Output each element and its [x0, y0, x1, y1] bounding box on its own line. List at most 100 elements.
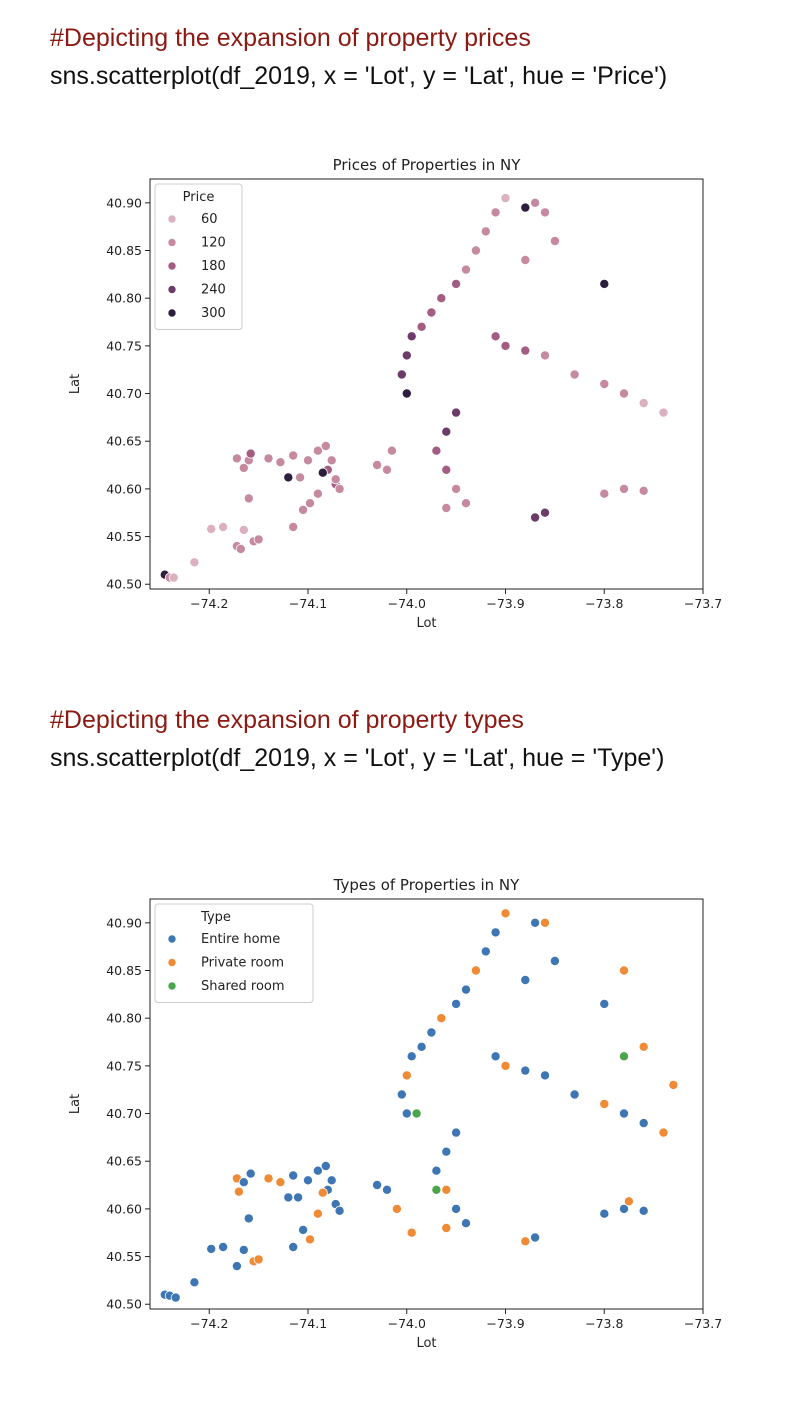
chart-1-point — [231, 453, 242, 464]
chart-2-ytick-label: 40.65 — [106, 1154, 142, 1169]
chart-2-xtick-label: −74.0 — [388, 1316, 426, 1331]
chart-2-point — [619, 1203, 630, 1214]
chart-2-point — [451, 1127, 462, 1138]
chart-1-legend-label: 240 — [201, 283, 226, 298]
chart-2-point — [460, 984, 471, 995]
chart-2-xtick-label: −74.1 — [289, 1316, 327, 1331]
chart-1-xtick-label: −74.0 — [388, 596, 426, 611]
chart-1-point — [530, 197, 541, 208]
chart-2-point — [320, 1160, 331, 1171]
chart-1-point — [401, 388, 412, 399]
chart-1-legend-marker — [167, 285, 177, 294]
chart-2-xtick-label: −73.8 — [585, 1316, 623, 1331]
chart-2-legend-box — [154, 903, 314, 1003]
chart-2-point — [436, 1013, 447, 1024]
chart-2-point — [401, 1108, 412, 1119]
chart-1-point — [302, 455, 313, 466]
chart-1-ytick-label: 40.75 — [106, 338, 142, 353]
chart-1-title: Prices of Properties in NY — [333, 156, 522, 174]
chart-1-point — [520, 202, 531, 213]
chart-2-point — [569, 1089, 580, 1100]
chart-1-point — [599, 278, 610, 289]
prices-scatter-chart: Prices of Properties in NY −74.2 −74.1 −74.… — [68, 156, 722, 631]
chart-2-point — [638, 1118, 649, 1129]
chart-1-point — [500, 340, 511, 351]
chart-2-point — [326, 1175, 337, 1186]
chart-2-point — [231, 1261, 242, 1272]
chart-2-point — [304, 1234, 315, 1245]
chart-2-point — [411, 1108, 422, 1119]
cell-2-code: sns.scatterplot(df_2019, x = 'Lot', y = … — [50, 744, 665, 772]
chart-2-point — [619, 965, 630, 976]
chart-1-ytick-label: 40.80 — [106, 291, 142, 306]
chart-1-point — [283, 472, 294, 483]
chart-2-point — [233, 1186, 244, 1197]
chart-1-point — [263, 453, 274, 464]
chart-1-point — [312, 445, 323, 456]
chart-2-point — [619, 1108, 630, 1119]
chart-2-point — [549, 956, 560, 967]
chart-1-point — [330, 474, 341, 485]
chart-2-ytick-label: 40.50 — [106, 1297, 142, 1312]
chart-1-point — [396, 369, 407, 380]
chart-2-point — [599, 998, 610, 1009]
chart-2-ytick-label: 40.75 — [106, 1058, 142, 1073]
chart-1-point — [500, 193, 511, 204]
chart-2-point — [520, 1065, 531, 1076]
chart-1-point — [312, 488, 323, 499]
chart-2-point — [480, 946, 491, 957]
chart-2-legend-label: Shared room — [201, 979, 285, 994]
chart-1-legend-box — [154, 183, 243, 330]
chart-1-point — [441, 464, 452, 475]
chart-2-point — [406, 1227, 417, 1238]
chart-1-point — [406, 331, 417, 342]
chart-1-point — [490, 331, 501, 342]
chart-2-legend-label: Private room — [201, 956, 284, 971]
chart-1-point — [426, 307, 437, 318]
chart-2-point — [416, 1041, 427, 1052]
chart-1-point — [451, 483, 462, 494]
chart-2-point — [638, 1205, 649, 1216]
chart-2-xtick-label: −73.9 — [486, 1316, 524, 1331]
chart-2-frame — [149, 898, 704, 1310]
chart-1-point — [619, 483, 630, 494]
chart-1-legend-label: 120 — [201, 236, 226, 251]
chart-1-point — [253, 534, 264, 545]
chart-2-point — [293, 1192, 304, 1203]
chart-1-point — [490, 207, 501, 218]
chart-1-ylabel: Lat — [68, 374, 83, 394]
chart-2-point — [431, 1184, 442, 1195]
chart-2-point — [243, 1213, 254, 1224]
chart-2-point — [206, 1243, 217, 1254]
chart-1-ytick-label: 40.85 — [106, 243, 142, 258]
chart-1-ytick-label: 40.50 — [106, 577, 142, 592]
chart-1-point — [638, 485, 649, 496]
chart-1-xtick-label: −73.9 — [486, 596, 524, 611]
chart-1-legend-label: 60 — [201, 212, 218, 227]
chart-2-ytick-label: 40.55 — [106, 1249, 142, 1264]
chart-2-ytick-label: 40.70 — [106, 1106, 142, 1121]
chart-2-point — [298, 1224, 309, 1235]
chart-2-point — [441, 1146, 452, 1157]
chart-1-point — [599, 378, 610, 389]
chart-2-point — [302, 1175, 313, 1186]
chart-1-point — [401, 350, 412, 361]
types-scatter-chart: Types of Properties in NY −74.2 −74.1 −74.0… — [68, 876, 722, 1351]
chart-1-legend-marker — [167, 261, 177, 271]
chart-1-xtick-label: −74.2 — [190, 596, 228, 611]
chart-2-point — [238, 1244, 249, 1255]
chart-1-point — [549, 236, 560, 247]
chart-1-point — [540, 350, 551, 361]
chart-2-point — [238, 1177, 249, 1188]
chart-1-points — [159, 193, 669, 583]
chart-1-xtick-label: −73.7 — [684, 596, 722, 611]
chart-2-ytick-label: 40.60 — [106, 1201, 142, 1216]
chart-1-legend-marker — [167, 238, 177, 247]
chart-2-point — [619, 1051, 630, 1062]
chart-2-point — [599, 1208, 610, 1219]
chart-2-legend-label: Entire home — [201, 932, 280, 947]
chart-1-point — [416, 321, 427, 332]
chart-2-point — [372, 1179, 383, 1190]
chart-2-xtick-label: −73.7 — [684, 1316, 722, 1331]
chart-1-point — [218, 521, 229, 532]
